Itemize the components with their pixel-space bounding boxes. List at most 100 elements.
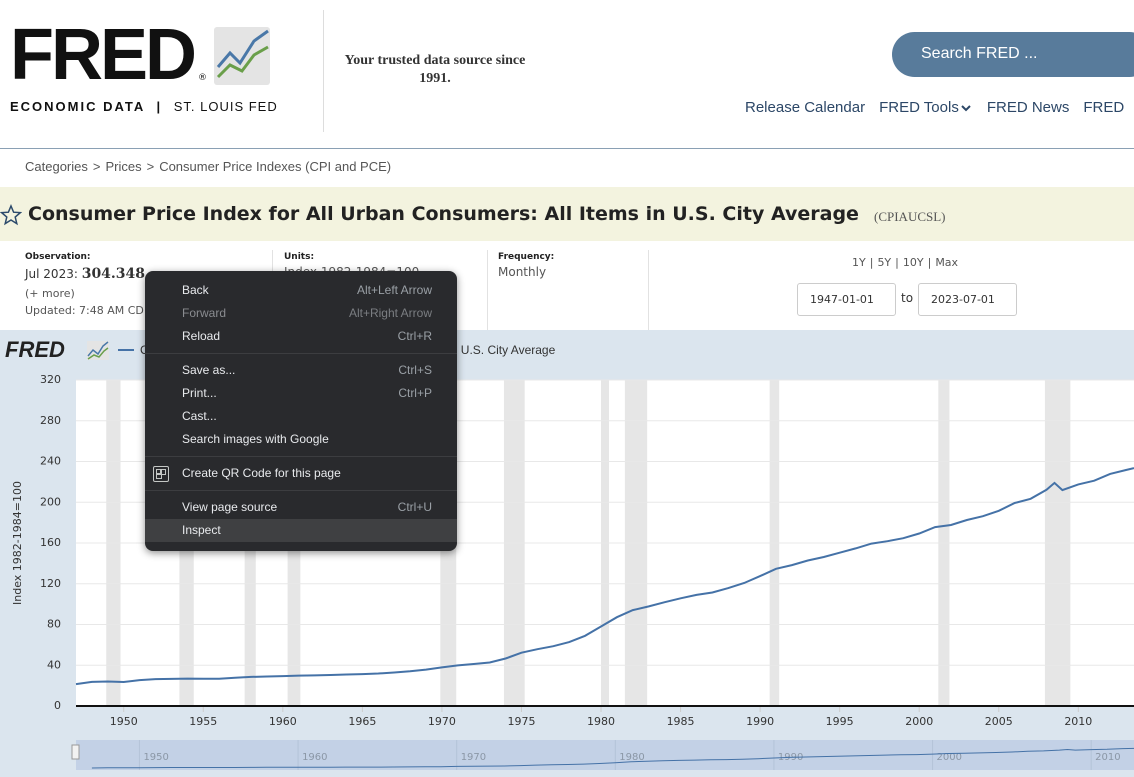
nav-link[interactable]: FRED Tools	[879, 99, 971, 116]
qr-icon	[153, 466, 169, 482]
range-separator: |	[869, 256, 874, 269]
breadcrumb-separator: >	[92, 159, 101, 174]
navigator-window[interactable]	[76, 740, 1134, 770]
x-tick-label: 1990	[746, 715, 774, 728]
range-button[interactable]: 5Y	[877, 256, 892, 269]
navigator-tick-label: 1970	[461, 752, 486, 763]
observation-date: Jul 2023:	[25, 267, 78, 281]
nav-link[interactable]: FRED News	[986, 99, 1070, 116]
frequency-value: Monthly	[498, 265, 547, 279]
menu-item: Forward Alt+Right Arrow	[145, 302, 457, 325]
x-tick-label: 1960	[269, 715, 297, 728]
divider	[323, 10, 324, 132]
y-tick-label: 80	[47, 618, 61, 631]
breadcrumb-link[interactable]: Prices	[105, 159, 142, 174]
caret	[961, 105, 971, 112]
menu-item[interactable]: Print... Ctrl+P	[145, 382, 457, 405]
menu-label: Reload	[182, 329, 221, 343]
observation-value: 304.348	[81, 266, 146, 282]
menu-item[interactable]: Search images with Google	[145, 428, 457, 451]
x-tick-label: 2005	[985, 715, 1013, 728]
menu-shortcut: Ctrl+S	[398, 363, 432, 377]
logo-icon	[214, 27, 270, 85]
series-id: (CPIAUCSL)	[874, 209, 946, 224]
x-tick-label: 1975	[507, 715, 535, 728]
nav-link[interactable]: FRED	[1083, 99, 1125, 116]
range-buttons: 1Y | 5Y | 10Y | Max	[852, 256, 958, 269]
range-separator: |	[927, 256, 932, 269]
chart-logo: FRED	[5, 337, 65, 362]
series-title: Consumer Price Index for All Urban Consu…	[28, 203, 859, 225]
nav-link[interactable]: Release Calendar	[745, 99, 866, 116]
context-menu: Back Alt+Left Arrow Forward Alt+Right Arrow…	[145, 271, 457, 551]
range-button[interactable]: 10Y	[902, 256, 924, 269]
x-tick-label: 1995	[826, 715, 854, 728]
menu-label: View page source	[182, 500, 278, 514]
menu-item[interactable]: Save as... Ctrl+S	[145, 359, 457, 382]
search-box[interactable]: Search FRED ...	[892, 32, 1134, 77]
menu-separator	[145, 353, 457, 354]
observation-label: Observation:	[25, 252, 91, 262]
updated: Updated: 7:48 AM CD	[25, 304, 144, 317]
menu-item[interactable]: Reload Ctrl+R	[145, 325, 457, 348]
y-tick-label: 320	[40, 373, 61, 386]
range-separator: |	[895, 256, 899, 269]
navigator-tick-label: 2010	[1095, 752, 1120, 763]
data-line	[75, 467, 1134, 686]
x-tick-label: 2000	[905, 715, 933, 728]
menu-label: Save as...	[182, 363, 236, 377]
start-date[interactable]: 1947-01-01	[797, 283, 896, 316]
navigator-tick-label: 2000	[937, 752, 962, 763]
tagline: Your trusted data source since 1991.	[344, 53, 526, 86]
y-tick-label: 240	[40, 455, 61, 468]
y-tick-label: 160	[40, 536, 61, 549]
logo-mark: ®	[198, 73, 207, 83]
menu-shortcut: Ctrl+U	[397, 500, 432, 514]
menu-item[interactable]: Inspect	[145, 519, 457, 542]
logo[interactable]: FRED	[10, 15, 197, 95]
divider	[648, 250, 649, 330]
menu-item[interactable]: Create QR Code for this page	[145, 462, 457, 485]
x-tick-label: 1965	[348, 715, 376, 728]
chart-logo-icon	[87, 341, 109, 360]
favorite-star[interactable]	[0, 204, 22, 226]
menu-item[interactable]: Cast...	[145, 405, 457, 428]
frequency-label: Frequency:	[498, 252, 555, 262]
menu-shortcut: Ctrl+R	[397, 329, 432, 343]
logo-sub: ECONOMIC DATA	[10, 99, 145, 114]
menu-separator	[145, 456, 457, 457]
menu-shortcut: Alt+Left Arrow	[356, 283, 432, 297]
x-tick-label: 1970	[428, 715, 456, 728]
divider	[487, 250, 488, 330]
menu-item[interactable]: Back Alt+Left Arrow	[145, 279, 457, 302]
navigator-handle[interactable]	[71, 744, 80, 760]
navigator-tick-label: 1950	[143, 752, 168, 763]
menu-label: Cast...	[182, 409, 217, 423]
y-tick-label: 200	[40, 495, 61, 508]
x-tick-label: 1980	[587, 715, 615, 728]
menu-label: Inspect	[182, 523, 221, 537]
menu-shortcut: Ctrl+P	[398, 386, 432, 400]
navigator-line	[91, 747, 1134, 769]
breadcrumb-separator: >	[146, 159, 155, 174]
range-button[interactable]: Max	[935, 256, 959, 269]
logo-divider: |	[156, 99, 163, 114]
range-button[interactable]: 1Y	[852, 256, 866, 269]
menu-item[interactable]: View page source Ctrl+U	[145, 496, 457, 519]
x-tick-label: 2010	[1064, 715, 1092, 728]
breadcrumb-link[interactable]: Consumer Price Indexes (CPI and PCE)	[159, 159, 392, 174]
more-link[interactable]: (+ more)	[25, 287, 75, 300]
menu-label: Forward	[182, 306, 227, 320]
x-tick-label: 1985	[667, 715, 695, 728]
menu-shortcut: Alt+Right Arrow	[348, 306, 432, 320]
navigator-tick-label: 1980	[619, 752, 644, 763]
breadcrumb-link[interactable]: Categories	[25, 159, 88, 174]
menu-label: Print...	[182, 386, 217, 400]
logo-org: ST. LOUIS FED	[173, 99, 278, 114]
end-date[interactable]: 2023-07-01	[918, 283, 1017, 316]
menu-label: Back	[182, 283, 209, 297]
y-tick-label: 280	[40, 414, 61, 427]
header-border	[0, 148, 1134, 149]
x-tick-label: 1955	[189, 715, 217, 728]
